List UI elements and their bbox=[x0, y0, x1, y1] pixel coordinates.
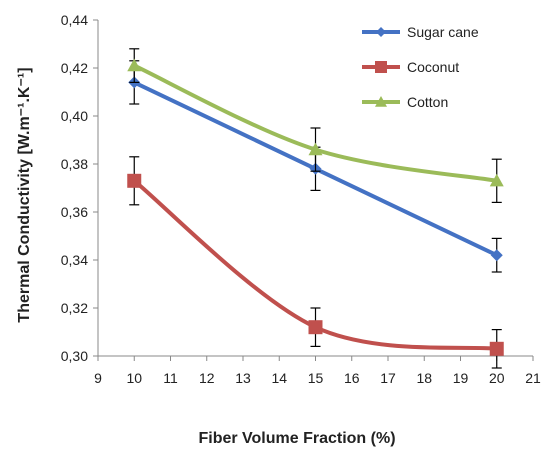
x-tick-label: 12 bbox=[199, 370, 215, 386]
legend-swatch-marker bbox=[375, 61, 387, 73]
data-point bbox=[127, 58, 142, 72]
y-tick-label: 0,38 bbox=[61, 156, 88, 172]
data-point bbox=[490, 249, 503, 262]
x-tick-label: 9 bbox=[94, 370, 102, 386]
legend-swatch-marker bbox=[376, 27, 386, 37]
x-tick-label: 20 bbox=[489, 370, 505, 386]
legend: Sugar cane Coconut Cotton bbox=[362, 24, 479, 110]
y-tick-label: 0,32 bbox=[61, 300, 88, 316]
x-tick-label: 16 bbox=[344, 370, 360, 386]
x-tick-label: 19 bbox=[453, 370, 469, 386]
legend-item: Sugar cane bbox=[362, 24, 479, 40]
legend-swatch-marker bbox=[375, 96, 387, 107]
data-point bbox=[127, 173, 142, 188]
y-tick-label: 0,34 bbox=[61, 252, 88, 268]
y-tick-label: 0,36 bbox=[61, 204, 88, 220]
x-tick-label: 14 bbox=[271, 370, 287, 386]
x-tick-label: 21 bbox=[525, 370, 541, 386]
y-tick-label: 0,42 bbox=[61, 60, 88, 76]
x-tick-label: 18 bbox=[416, 370, 432, 386]
legend-label: Cotton bbox=[407, 94, 448, 110]
y-tick-label: 0,40 bbox=[61, 108, 88, 124]
legend-item: Cotton bbox=[362, 94, 448, 110]
x-axis-title: Fiber Volume Fraction (%) bbox=[198, 430, 395, 447]
y-tick-label: 0,30 bbox=[61, 348, 88, 364]
axes: 0,30 0,32 0,34 0,36 0,38 0,40 0,42 0,44 9 10 11 12 1… bbox=[61, 12, 541, 386]
x-tick-label: 15 bbox=[308, 370, 324, 386]
data-point bbox=[308, 320, 323, 335]
series-layer bbox=[127, 48, 504, 369]
data-point bbox=[489, 341, 504, 356]
series-coconut bbox=[127, 156, 504, 369]
x-tick-label: 17 bbox=[380, 370, 396, 386]
legend-label: Sugar cane bbox=[407, 24, 479, 40]
series-cotton bbox=[127, 48, 504, 203]
legend-item: Coconut bbox=[362, 59, 459, 75]
y-axis-title: Thermal Conductivity [W.m⁻¹.K⁻¹] bbox=[16, 67, 33, 322]
legend-label: Coconut bbox=[407, 59, 459, 75]
x-tick-label: 13 bbox=[235, 370, 251, 386]
data-point bbox=[489, 173, 504, 187]
data-point bbox=[308, 142, 323, 156]
y-tick-label: 0,44 bbox=[61, 12, 88, 28]
x-tick-label: 10 bbox=[126, 370, 142, 386]
x-tick-label: 11 bbox=[163, 370, 178, 386]
